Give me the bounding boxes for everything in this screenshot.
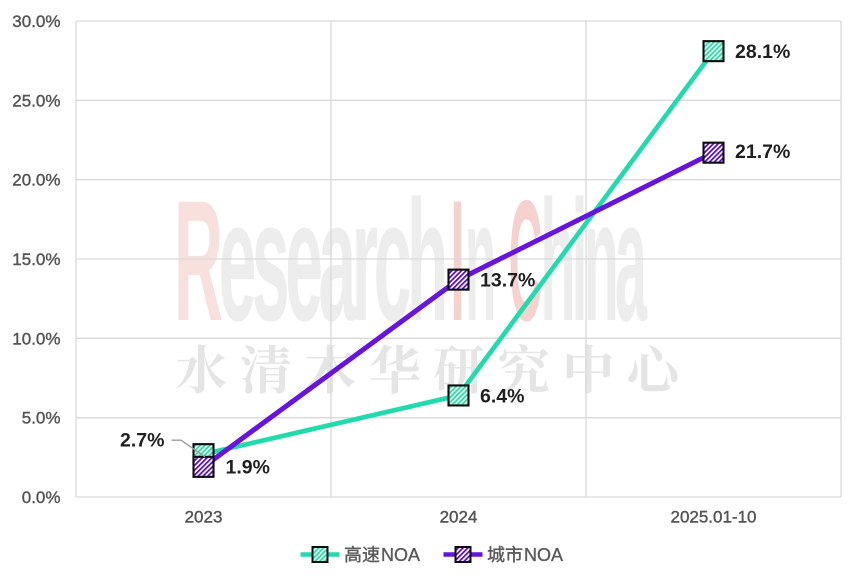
- svg-text:20.0%: 20.0%: [12, 171, 60, 190]
- svg-text:1.9%: 1.9%: [226, 457, 270, 479]
- svg-text:25.0%: 25.0%: [12, 91, 60, 110]
- svg-text:In: In: [450, 164, 496, 356]
- svg-text:5.0%: 5.0%: [22, 409, 61, 428]
- svg-text:13.7%: 13.7%: [480, 269, 535, 291]
- svg-text:28.1%: 28.1%: [735, 41, 790, 63]
- svg-text:NOA: NOA: [381, 545, 420, 565]
- svg-text:C: C: [509, 164, 542, 357]
- svg-text:6.4%: 6.4%: [480, 385, 524, 407]
- svg-text:Research: Research: [174, 165, 444, 357]
- svg-text:0.0%: 0.0%: [22, 488, 61, 507]
- svg-text:21.7%: 21.7%: [735, 141, 790, 163]
- svg-text:10.0%: 10.0%: [12, 329, 60, 348]
- svg-text:15.0%: 15.0%: [12, 250, 60, 269]
- svg-text:2023: 2023: [185, 508, 223, 527]
- svg-text:30.0%: 30.0%: [12, 12, 60, 31]
- svg-text:2024: 2024: [440, 508, 478, 527]
- svg-text:2.7%: 2.7%: [120, 430, 164, 452]
- svg-text:NOA: NOA: [524, 545, 563, 565]
- svg-text:2025.01-10: 2025.01-10: [670, 508, 756, 527]
